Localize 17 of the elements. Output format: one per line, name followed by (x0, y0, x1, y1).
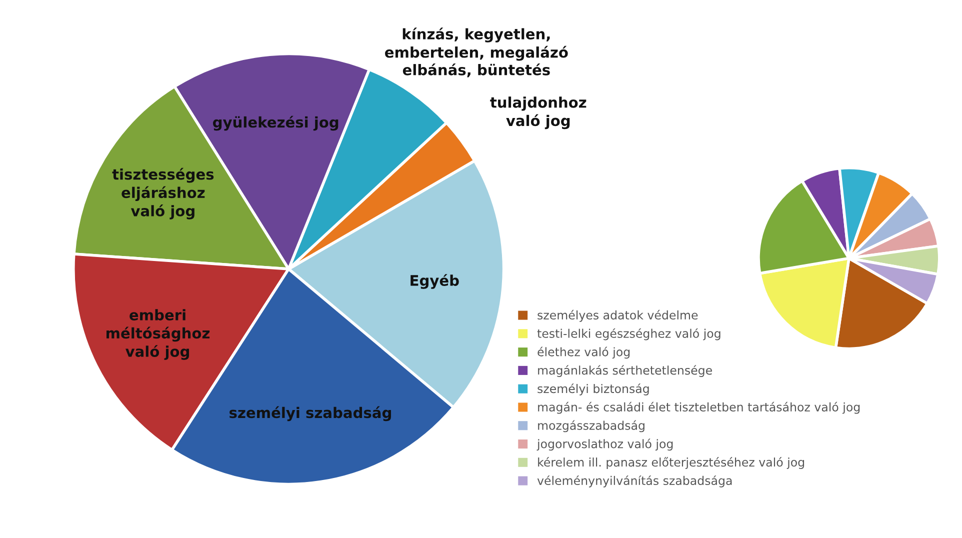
slice-label: tisztességes eljáráshoz való jog (112, 168, 214, 220)
legend-label: testi-lelki egészséghez való jog (537, 328, 720, 340)
slice-label: Egyéb (410, 274, 459, 289)
legend-label: élethez való jog (538, 346, 630, 359)
legend-label: magán- és családi élet tiszteletben tartásához való jog (538, 402, 860, 414)
slice-label: emberi méltósághoz való jog (106, 309, 210, 360)
legend-label: véleménynyilvánítás szabadsága (537, 475, 732, 488)
legend-label: személyi biztonság (538, 384, 649, 396)
legend-label: magánlakás sérthetetlensége (538, 365, 712, 378)
legend-label: jogorvoslathoz való jog (536, 438, 673, 451)
slice-label: gyülekezési jog (212, 116, 338, 131)
slice-label: kínzás, kegyetlen, embertelen, megalázó elbánás, büntetés (385, 28, 568, 78)
slice-label: személyi szabadság (230, 406, 391, 422)
legend-label: személyes adatok védelme (538, 310, 698, 322)
legend-label: mozgásszabadság (538, 420, 644, 432)
slice-label: tulajdonhoz való jog (490, 96, 586, 130)
legend-label: kérelem ill. panasz előterjesztéséhez való jog (538, 457, 804, 469)
